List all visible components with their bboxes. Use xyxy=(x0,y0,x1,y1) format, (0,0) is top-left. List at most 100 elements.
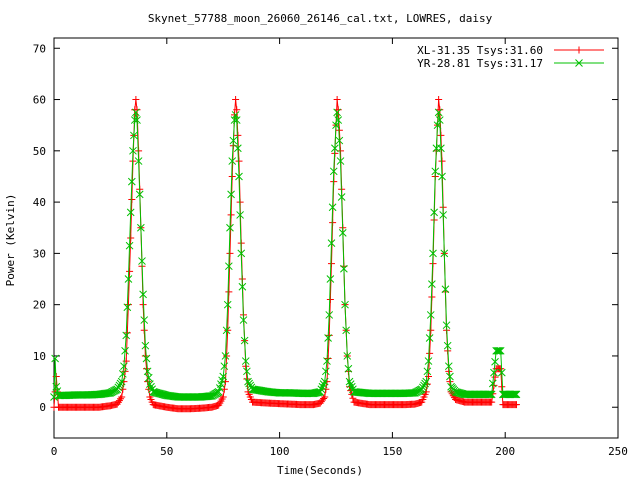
data-point xyxy=(495,346,504,355)
data-point xyxy=(509,390,517,399)
data-point xyxy=(128,196,136,204)
legend-marker xyxy=(575,46,583,54)
data-point xyxy=(224,326,232,334)
data-point xyxy=(239,316,248,324)
data-point xyxy=(417,385,426,394)
data-point xyxy=(240,336,249,345)
data-point xyxy=(235,172,243,181)
data-point xyxy=(510,390,519,399)
data-point xyxy=(512,401,520,409)
data-point xyxy=(439,211,448,219)
data-point xyxy=(117,395,125,403)
data-point xyxy=(325,311,334,319)
data-point xyxy=(135,190,144,199)
chart-title: Skynet_57788_moon_26060_26146_cal.txt, L… xyxy=(148,12,493,25)
data-point xyxy=(137,223,145,232)
data-point xyxy=(423,367,432,376)
data-point xyxy=(442,321,451,330)
data-point xyxy=(133,106,141,114)
data-point xyxy=(316,387,325,396)
data-point xyxy=(435,116,444,124)
data-point xyxy=(488,398,496,406)
data-point xyxy=(236,211,244,219)
data-point xyxy=(335,136,344,145)
data-point xyxy=(234,144,242,153)
data-point xyxy=(344,364,353,373)
data-point xyxy=(326,296,334,304)
data-point xyxy=(349,394,357,402)
data-point xyxy=(124,301,132,309)
data-point xyxy=(488,379,497,388)
data-point xyxy=(334,106,342,114)
data-point xyxy=(324,355,332,363)
data-point xyxy=(422,377,431,386)
data-point xyxy=(491,357,499,366)
data-point xyxy=(328,203,337,212)
data-point xyxy=(420,381,428,390)
data-point xyxy=(435,96,443,104)
data-point xyxy=(338,229,347,237)
data-point xyxy=(225,288,233,296)
data-point xyxy=(132,96,140,104)
data-point xyxy=(320,377,329,386)
data-point xyxy=(118,393,126,401)
data-point xyxy=(123,303,132,312)
data-point xyxy=(138,257,146,265)
data-point xyxy=(341,300,349,309)
data-point xyxy=(496,346,505,355)
data-point xyxy=(116,379,125,388)
data-point xyxy=(120,362,128,371)
data-point xyxy=(227,211,235,219)
data-point xyxy=(337,193,346,201)
x-axis-label: Time(Seconds) xyxy=(277,464,363,477)
data-point xyxy=(146,380,154,389)
data-point xyxy=(485,390,494,399)
data-point xyxy=(142,365,150,373)
data-point xyxy=(143,367,152,376)
series-line xyxy=(53,112,517,398)
data-point xyxy=(118,370,127,378)
data-point xyxy=(441,285,450,294)
data-point xyxy=(425,334,434,342)
data-point xyxy=(437,144,445,153)
legend-label: YR-28.81 Tsys:31.17 xyxy=(417,57,543,70)
data-point xyxy=(204,392,213,401)
data-point xyxy=(486,390,495,399)
data-point xyxy=(426,349,434,357)
data-point xyxy=(142,354,151,363)
data-point xyxy=(220,362,229,371)
data-point xyxy=(421,379,429,388)
data-point xyxy=(321,367,330,376)
x-tick-label: 200 xyxy=(495,445,515,458)
data-point xyxy=(494,346,503,355)
data-point xyxy=(419,383,427,392)
data-point xyxy=(497,368,506,377)
data-point xyxy=(141,341,150,350)
legend-label: XL-31.35 Tsys:31.60 xyxy=(417,44,543,57)
data-point xyxy=(223,300,232,309)
data-point xyxy=(114,398,122,406)
data-point xyxy=(493,346,502,355)
data-point xyxy=(490,368,498,377)
x-tick-label: 0 xyxy=(51,445,58,458)
data-point xyxy=(323,357,331,365)
data-point xyxy=(133,116,141,124)
data-point xyxy=(345,377,354,386)
data-point xyxy=(232,116,241,124)
x-tick-label: 50 xyxy=(160,445,173,458)
data-point xyxy=(430,208,438,217)
data-point xyxy=(438,157,446,165)
data-point xyxy=(115,397,123,405)
data-point xyxy=(121,346,129,355)
data-point xyxy=(144,373,153,382)
data-point xyxy=(434,108,443,117)
data-point xyxy=(123,329,131,337)
data-point xyxy=(139,290,147,299)
y-tick-label: 20 xyxy=(33,299,46,312)
data-point xyxy=(241,357,250,365)
y-tick-label: 70 xyxy=(33,42,46,55)
y-tick-label: 10 xyxy=(33,350,46,363)
data-point xyxy=(498,383,506,391)
data-point xyxy=(233,106,241,114)
data-point xyxy=(50,393,58,401)
